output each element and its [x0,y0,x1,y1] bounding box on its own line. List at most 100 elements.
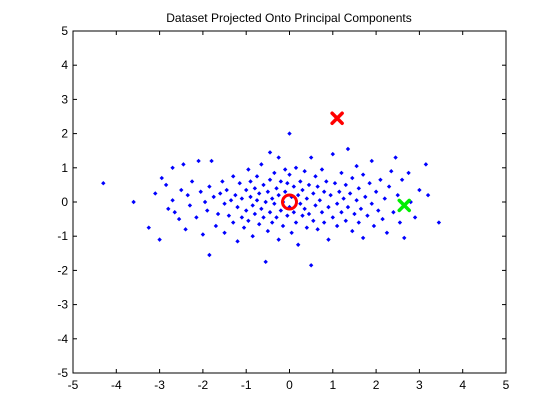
data-point [291,210,297,215]
data-point [313,203,318,208]
data-point [198,189,203,194]
data-point [176,216,182,222]
x-tick-label: 2 [373,378,380,392]
data-point [252,211,258,217]
data-point [352,211,357,217]
x-tick-label: -1 [241,378,252,392]
data-point [376,208,381,213]
data-point [267,210,273,215]
data-point [350,175,355,181]
data-point [332,180,338,186]
data-point [250,203,255,208]
data-point [300,213,305,218]
data-point [406,170,411,176]
data-point [276,237,281,242]
data-point [265,228,271,234]
data-point [196,158,201,164]
data-point [295,242,301,247]
data-point [259,162,264,167]
data-point [356,220,361,225]
data-point [425,192,431,198]
data-point [306,182,312,188]
data-point [423,162,429,167]
data-point [237,180,242,186]
data-point [412,215,418,220]
data-point [282,167,288,172]
data-point [209,158,214,164]
data-point [246,218,251,224]
data-point [205,208,210,213]
data-point [215,211,221,217]
series-layer [101,111,442,268]
data-point [224,187,229,193]
data-point [272,201,277,206]
y-tick-label: 3 [61,92,68,106]
x-tick-label: 5 [503,378,510,392]
data-point [302,206,307,212]
data-point [306,211,312,217]
data-point [365,213,370,218]
plot-area-frame [72,30,507,374]
chart-title: Dataset Projected Onto Principal Compone… [166,11,411,25]
data-point [313,174,318,179]
data-point [248,194,253,200]
data-point [334,223,340,229]
x-marker [330,111,344,125]
data-point [319,167,325,172]
data-point [436,220,442,225]
data-point [274,215,279,220]
data-point [382,196,387,201]
data-point [159,175,164,181]
data-point [345,146,351,152]
data-point [187,203,193,208]
y-tick-label: -1 [57,229,68,243]
data-point [269,196,275,201]
data-point [345,204,351,210]
data-point [231,174,236,179]
data-point [181,162,186,167]
data-point [189,179,195,184]
data-point [244,208,249,213]
data-point [265,189,271,194]
data-point [343,218,348,224]
data-point [246,167,251,172]
data-point [101,180,106,186]
data-point [202,199,208,205]
data-point [360,172,366,177]
data-point [308,263,314,268]
data-point [391,210,396,215]
y-tick-label: -3 [57,298,68,312]
y-tick-label: 0 [61,195,68,209]
data-point [256,222,262,227]
data-point [358,206,364,212]
data-point [170,165,175,170]
data-point [278,179,284,184]
data-point [378,177,383,182]
data-point [311,191,316,196]
data-point [256,191,262,196]
y-tick-label: -4 [57,332,68,346]
data-point [163,182,169,188]
y-tick-label: 4 [61,58,68,72]
y-tick-label: -5 [57,366,68,380]
series-3 [397,198,411,213]
data-point [285,180,290,186]
data-point [384,230,390,235]
data-point [330,215,335,220]
data-point [239,196,245,201]
data-point [363,194,368,200]
data-point [153,191,158,196]
data-point [282,189,288,194]
data-point [354,198,359,203]
data-point [261,215,266,220]
data-point [263,259,268,265]
data-point [389,169,394,174]
data-point [276,192,281,198]
data-point [326,204,331,210]
data-point [287,131,292,136]
data-point [300,187,305,193]
y-tick-label: 1 [61,161,68,175]
data-point [172,210,177,215]
data-point [183,227,188,232]
